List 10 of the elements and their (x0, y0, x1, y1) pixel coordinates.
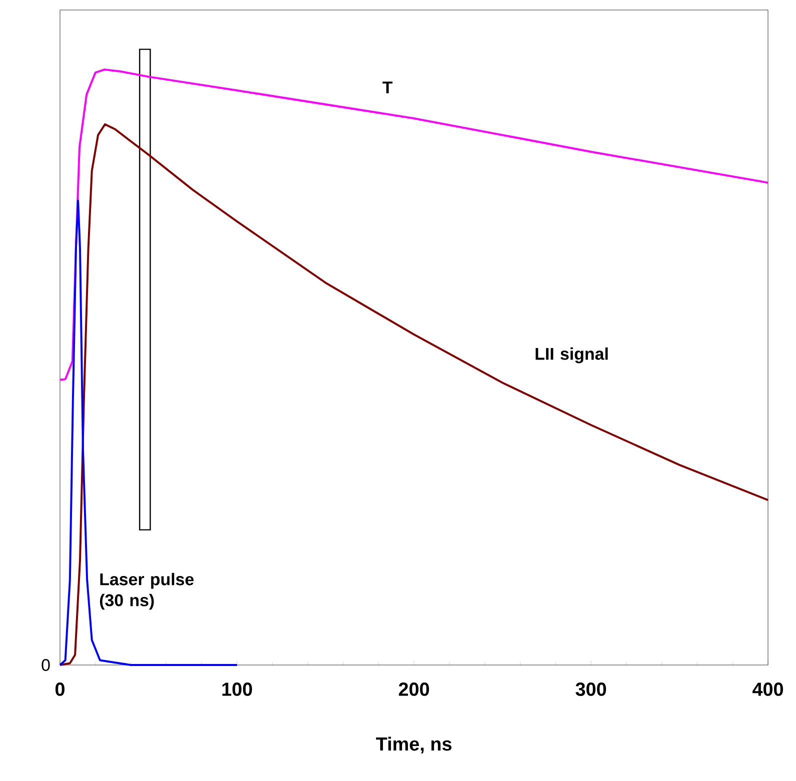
series-label: Laser pulse (30 ns) (100, 572, 194, 610)
x-axis-title: Time, ns (376, 736, 452, 754)
text: 0 (42, 659, 50, 671)
x-tick-label: 400 (752, 682, 784, 696)
series-label: T (382, 82, 393, 94)
series-label: LII signal (536, 347, 608, 364)
x-tick-label: 200 (398, 682, 430, 696)
x-tick-label: 100 (222, 682, 252, 696)
x-tick-label: 300 (576, 682, 606, 696)
x-tick-label: 0 (55, 682, 64, 696)
